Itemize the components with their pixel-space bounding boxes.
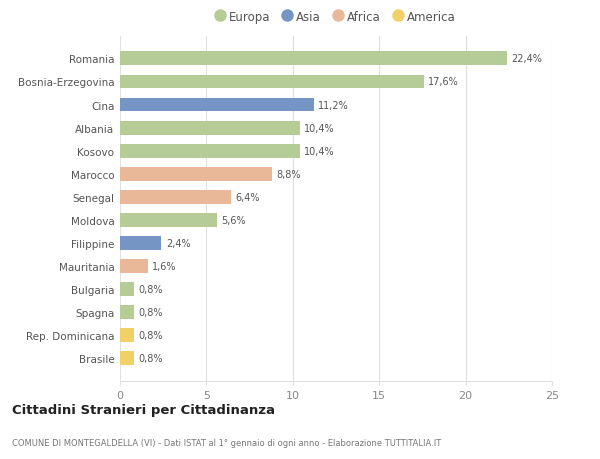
Bar xyxy=(120,306,134,319)
Bar xyxy=(120,282,134,297)
Text: 2,4%: 2,4% xyxy=(166,238,190,248)
Legend: Europa, Asia, Africa, America: Europa, Asia, Africa, America xyxy=(217,11,455,24)
Text: Cittadini Stranieri per Cittadinanza: Cittadini Stranieri per Cittadinanza xyxy=(12,403,275,416)
Text: 0,8%: 0,8% xyxy=(138,330,163,341)
Bar xyxy=(120,145,300,158)
Text: 11,2%: 11,2% xyxy=(318,101,349,110)
Text: COMUNE DI MONTEGALDELLA (VI) - Dati ISTAT al 1° gennaio di ogni anno - Elaborazi: COMUNE DI MONTEGALDELLA (VI) - Dati ISTA… xyxy=(12,438,441,447)
Text: 1,6%: 1,6% xyxy=(152,261,176,271)
Bar xyxy=(120,259,148,273)
Bar xyxy=(120,121,300,135)
Bar xyxy=(120,329,134,342)
Bar xyxy=(120,213,217,227)
Text: 10,4%: 10,4% xyxy=(304,146,335,157)
Text: 0,8%: 0,8% xyxy=(138,285,163,294)
Text: 0,8%: 0,8% xyxy=(138,308,163,317)
Bar xyxy=(120,168,272,181)
Bar xyxy=(120,190,230,204)
Bar xyxy=(120,75,424,89)
Bar xyxy=(120,52,507,66)
Text: 8,8%: 8,8% xyxy=(277,169,301,179)
Bar xyxy=(120,236,161,250)
Text: 5,6%: 5,6% xyxy=(221,215,246,225)
Text: 17,6%: 17,6% xyxy=(428,77,459,87)
Bar xyxy=(120,98,314,112)
Text: 6,4%: 6,4% xyxy=(235,192,259,202)
Text: 22,4%: 22,4% xyxy=(511,54,542,64)
Text: 10,4%: 10,4% xyxy=(304,123,335,133)
Bar xyxy=(120,352,134,365)
Text: 0,8%: 0,8% xyxy=(138,353,163,364)
